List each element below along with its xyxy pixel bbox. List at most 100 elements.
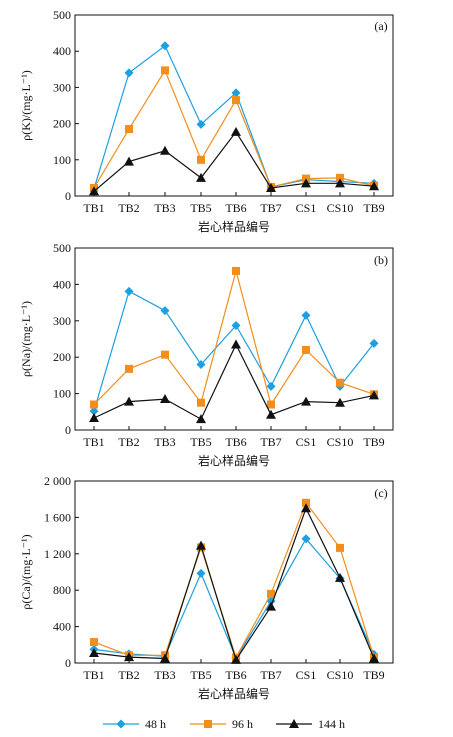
chart-panel-3: 0 400 800 1 200 1 600 2 000 TB1 TB2 TB3 TB5 TB6 TB7… [19, 474, 394, 701]
y-tick-label: 200 [53, 117, 71, 131]
data-point [266, 183, 276, 193]
data-point [196, 359, 206, 369]
data-point [336, 173, 344, 182]
data-point [301, 503, 311, 513]
x-tick-label: CS10 [327, 668, 354, 682]
y-tick-label: 100 [53, 387, 71, 401]
data-point [266, 381, 276, 391]
panel-label: (b) [374, 253, 388, 267]
data-point [231, 654, 241, 664]
series-line-96h [93, 501, 375, 660]
y-tick-label: 2 000 [44, 474, 71, 488]
data-point [160, 653, 170, 663]
data-point [369, 338, 379, 348]
y-tick-label: 500 [53, 8, 71, 22]
data-point [369, 390, 379, 400]
x-tick-label: TB7 [260, 201, 281, 215]
data-point [266, 409, 276, 419]
data-point [369, 653, 379, 663]
data-point [196, 414, 206, 424]
data-point [369, 181, 379, 191]
y-axis-title: ρ(Na)/(mg·L⁻¹) [19, 301, 33, 377]
data-point [232, 266, 240, 275]
y-tick-label: 500 [53, 241, 71, 255]
x-tick-label: TB1 [83, 201, 104, 215]
x-tick-label: TB9 [363, 668, 384, 682]
x-tick-label: TB1 [83, 668, 104, 682]
legend-marker [289, 719, 299, 728]
data-point [335, 178, 345, 188]
plot-frame [74, 247, 394, 431]
data-point [196, 540, 206, 550]
x-tick-label: CS10 [327, 201, 354, 215]
series-line-144h [93, 343, 375, 420]
plot-frame [74, 14, 394, 197]
y-axis-title: ρ(Ca)/(mg·L⁻¹) [19, 534, 33, 609]
panel-label: (c) [374, 486, 387, 500]
y-tick-label: 300 [53, 80, 71, 94]
data-point [89, 186, 99, 196]
x-tick-label: TB5 [190, 201, 211, 215]
x-tick-label: TB6 [225, 668, 246, 682]
x-tick-label: TB3 [154, 435, 175, 449]
data-point [160, 394, 170, 404]
x-tick-label: TB2 [118, 435, 139, 449]
x-tick-label: TB7 [260, 668, 281, 682]
x-tick-label: CS1 [296, 435, 317, 449]
data-point [336, 378, 344, 387]
x-tick-label: TB2 [118, 201, 139, 215]
x-tick-label: TB5 [190, 435, 211, 449]
x-tick-label: TB1 [83, 435, 104, 449]
legend-label: 144 h [318, 717, 345, 731]
y-tick-label: 800 [53, 583, 71, 597]
legend-marker [116, 719, 126, 729]
series-line-144h [93, 130, 375, 192]
series-line-96h [93, 69, 375, 189]
data-point [196, 568, 206, 578]
y-tick-label: 300 [53, 314, 71, 328]
y-tick-label: 400 [53, 44, 71, 58]
data-point [197, 155, 205, 164]
data-point [301, 310, 311, 320]
data-point [124, 68, 134, 78]
x-tick-label: TB3 [154, 668, 175, 682]
data-point [196, 119, 206, 129]
legend-label: 48 h [145, 717, 166, 731]
data-point [90, 638, 98, 647]
data-point [335, 572, 345, 582]
x-tick-label: TB9 [363, 435, 384, 449]
data-point [302, 498, 310, 507]
data-point [161, 350, 169, 359]
data-point [335, 397, 345, 407]
y-tick-label: 0 [65, 656, 71, 670]
legend-marker [204, 720, 212, 728]
data-point [302, 345, 310, 354]
data-point [160, 41, 170, 51]
y-tick-label: 0 [65, 423, 71, 437]
y-axis-title: ρ(K)/(mg·L⁻¹) [19, 70, 33, 141]
data-point [231, 339, 241, 349]
y-tick-label: 1 600 [44, 510, 71, 524]
series-line-144h [93, 506, 375, 662]
data-point [89, 406, 99, 416]
data-point [90, 400, 98, 409]
x-tick-label: CS1 [296, 668, 317, 682]
x-tick-label: CS1 [296, 201, 317, 215]
series-line-48h [93, 290, 375, 412]
data-point [301, 396, 311, 406]
panel-label: (a) [374, 19, 387, 33]
data-point [267, 589, 275, 598]
data-point [231, 126, 241, 136]
data-point [231, 321, 241, 331]
series-line-96h [93, 268, 375, 406]
legend-label: 96 h [232, 717, 253, 731]
data-point [232, 96, 240, 105]
x-tick-label: CS10 [327, 435, 354, 449]
x-tick-label: TB3 [154, 201, 175, 215]
y-tick-label: 400 [53, 277, 71, 291]
x-tick-label: TB5 [190, 668, 211, 682]
y-tick-label: 0 [65, 189, 71, 203]
data-point [125, 125, 133, 134]
data-point [266, 601, 276, 611]
